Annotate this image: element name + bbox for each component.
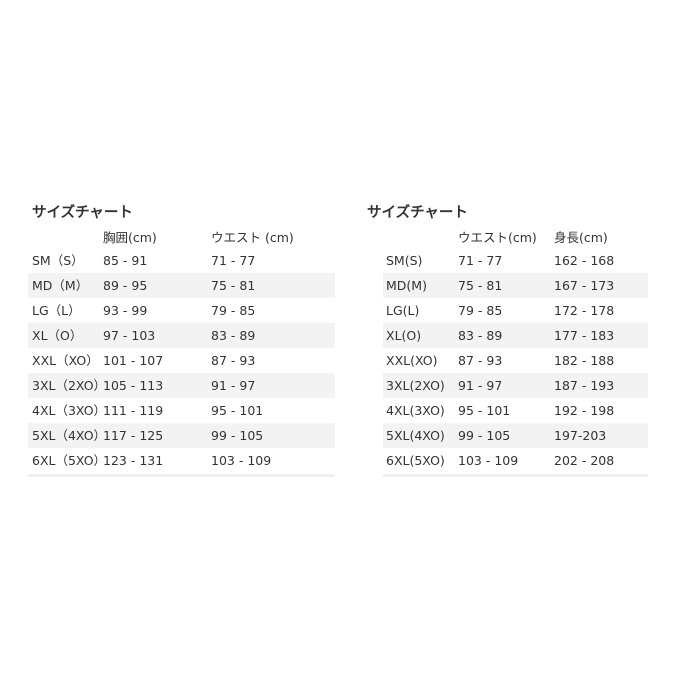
table-row: MD（M） 89 - 95 75 - 81 [28, 273, 335, 298]
column-header: 胸囲(cm) [103, 230, 157, 245]
measurement-cell: 177 - 183 [554, 328, 615, 343]
measurement-cell: 111 - 119 [103, 403, 164, 418]
measurement-cell: 182 - 188 [554, 353, 615, 368]
size-chart-title: サイズチャート [32, 205, 133, 221]
measurement-cell: 103 - 109 [458, 453, 519, 468]
measurement-cell: 172 - 178 [554, 303, 615, 318]
size-cell: XXL(XO) [386, 353, 438, 368]
measurement-cell: 91 - 97 [458, 378, 503, 393]
size-cell: 3XL（2XO） [32, 378, 107, 393]
size-cell: SM（S） [32, 253, 84, 268]
table-row: 6XL(5XO) 103 - 109 202 - 208 [383, 448, 648, 473]
table-row: XXL(XO) 87 - 93 182 - 188 [383, 348, 648, 373]
measurement-cell: 89 - 95 [103, 278, 148, 293]
size-cell: XXL（XO） [32, 353, 99, 368]
size-cell: 6XL(5XO) [386, 453, 445, 468]
table-row: XL（O） 97 - 103 83 - 89 [28, 323, 335, 348]
size-cell: XL(O) [386, 328, 422, 343]
measurement-cell: 162 - 168 [554, 253, 615, 268]
table-row: 4XL（3XO） 111 - 119 95 - 101 [28, 398, 335, 423]
column-header: ウエスト (cm) [211, 230, 294, 245]
measurement-cell: 83 - 89 [458, 328, 503, 343]
table-row: 5XL(4XO) 99 - 105 197-203 [383, 423, 648, 448]
measurement-cell: 85 - 91 [103, 253, 148, 268]
measurement-cell: 167 - 173 [554, 278, 615, 293]
table-row: SM（S） 85 - 91 71 - 77 [28, 248, 335, 273]
size-cell: XL（O） [32, 328, 83, 343]
measurement-cell: 75 - 81 [211, 278, 256, 293]
measurement-cell: 71 - 77 [458, 253, 503, 268]
measurement-cell: 187 - 193 [554, 378, 615, 393]
table-row: XXL（XO） 101 - 107 87 - 93 [28, 348, 335, 373]
measurement-cell: 95 - 101 [458, 403, 511, 418]
size-cell: LG(L) [386, 303, 420, 318]
measurement-cell: 91 - 97 [211, 378, 256, 393]
measurement-cell: 202 - 208 [554, 453, 615, 468]
size-cell: SM(S) [386, 253, 423, 268]
measurement-cell: 99 - 105 [458, 428, 511, 443]
measurement-cell: 192 - 198 [554, 403, 615, 418]
table-row: 3XL(2XO) 91 - 97 187 - 193 [383, 373, 648, 398]
table-row: SM(S) 71 - 77 162 - 168 [383, 248, 648, 273]
measurement-cell: 105 - 113 [103, 378, 164, 393]
measurement-cell: 83 - 89 [211, 328, 256, 343]
size-cell: 5XL（4XO） [32, 428, 107, 443]
measurement-cell: 75 - 81 [458, 278, 503, 293]
size-cell: 6XL（5XO） [32, 453, 107, 468]
measurement-cell: 87 - 93 [458, 353, 503, 368]
table-row: 3XL（2XO） 105 - 113 91 - 97 [28, 373, 335, 398]
measurement-cell: 117 - 125 [103, 428, 164, 443]
measurement-cell: 99 - 105 [211, 428, 264, 443]
measurement-cell: 123 - 131 [103, 453, 164, 468]
column-header: 身長(cm) [554, 230, 608, 245]
measurement-cell: 79 - 85 [211, 303, 256, 318]
size-cell: LG（L） [32, 303, 81, 318]
table-row: 4XL(3XO) 95 - 101 192 - 198 [383, 398, 648, 423]
size-cell: 3XL(2XO) [386, 378, 445, 393]
table-row: LG（L） 93 - 99 79 - 85 [28, 298, 335, 323]
size-cell: 4XL（3XO） [32, 403, 107, 418]
measurement-cell: 93 - 99 [103, 303, 148, 318]
measurement-cell: 79 - 85 [458, 303, 503, 318]
size-cell: 5XL(4XO) [386, 428, 445, 443]
measurement-cell: 71 - 77 [211, 253, 256, 268]
table-row: 6XL（5XO） 123 - 131 103 - 109 [28, 448, 335, 473]
measurement-cell: 103 - 109 [211, 453, 272, 468]
size-cell: 4XL(3XO) [386, 403, 445, 418]
measurement-cell: 87 - 93 [211, 353, 256, 368]
table-divider [383, 474, 648, 477]
measurement-cell: 101 - 107 [103, 353, 164, 368]
table-row: MD(M) 75 - 81 167 - 173 [383, 273, 648, 298]
size-cell: MD(M) [386, 278, 427, 293]
table-divider [28, 474, 335, 477]
table-row: XL(O) 83 - 89 177 - 183 [383, 323, 648, 348]
column-header: ウエスト(cm) [458, 230, 537, 245]
table-row: LG(L) 79 - 85 172 - 178 [383, 298, 648, 323]
measurement-cell: 95 - 101 [211, 403, 264, 418]
table-row: 5XL（4XO） 117 - 125 99 - 105 [28, 423, 335, 448]
size-chart-title: サイズチャート [367, 205, 468, 221]
measurement-cell: 97 - 103 [103, 328, 156, 343]
measurement-cell: 197-203 [554, 428, 607, 443]
size-cell: MD（M） [32, 278, 89, 293]
